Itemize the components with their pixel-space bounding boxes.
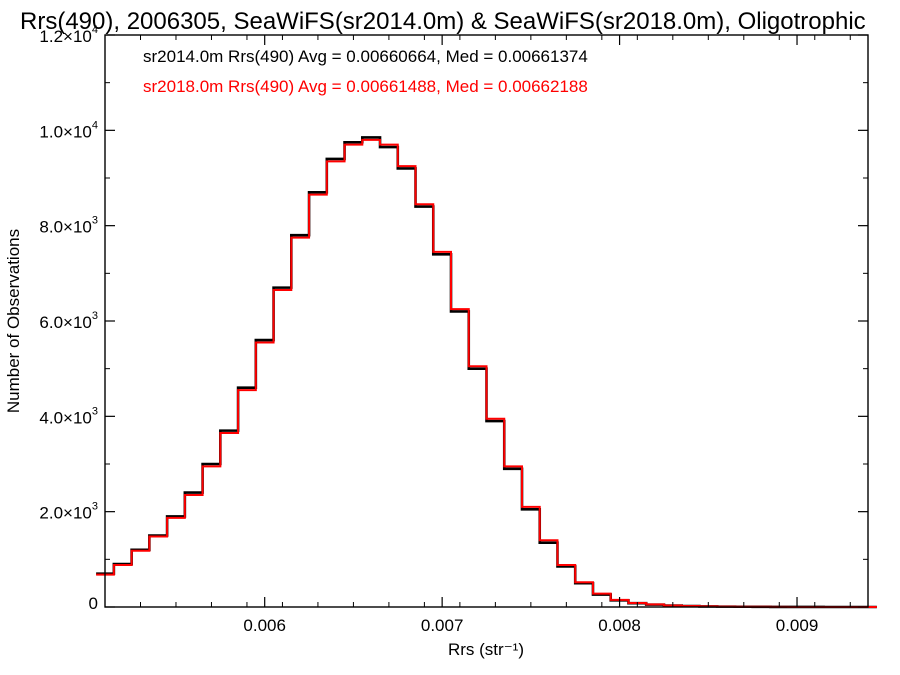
y-tick-label: 1.2×104 [39,24,98,46]
annotation-series-1: sr2014.0m Rrs(490) Avg = 0.00660664, Med… [143,47,588,66]
y-axis-label: Number of Observations [4,229,23,413]
series-2-line [96,138,877,608]
y-tick-label: 1.0×104 [39,119,98,141]
x-tick-label: 0.007 [421,616,464,635]
chart-title: Rrs(490), 2006305, SeaWiFS(sr2014.0m) & … [20,8,866,35]
y-tick-label: 2.0×103 [39,501,98,523]
series-layer [96,136,877,609]
annotation-series-2: sr2018.0m Rrs(490) Avg = 0.00661488, Med… [143,77,588,96]
plot-frame [104,34,869,608]
axis-ticks: 0.006 0.007 0.008 0.009 0 2.0×103 4.0×103 6.0×1… [39,24,868,635]
y-tick-label: 8.0×103 [39,215,98,237]
x-tick-label: 0.006 [243,616,286,635]
x-tick-label: 0.008 [598,616,641,635]
x-tick-label: 0.009 [776,616,819,635]
x-axis-label: Rrs (str⁻¹) [448,640,524,659]
y-tick-label: 6.0×103 [39,310,98,332]
y-tick-label: 0 [89,594,98,613]
y-tick-label: 4.0×103 [39,405,98,427]
